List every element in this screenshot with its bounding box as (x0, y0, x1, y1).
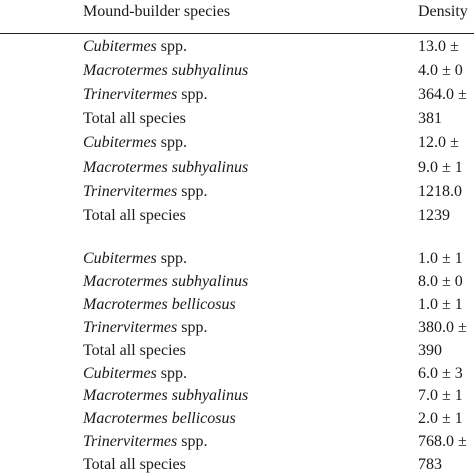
species-name: Cubitermes (83, 364, 157, 382)
species-cell: Macrotermes subhyalinus (83, 61, 248, 81)
species-name: Cubitermes (83, 38, 157, 55)
density-cell: 2.0 ± 1 (418, 410, 463, 428)
density-cell: 8.0 ± 0 (418, 272, 463, 290)
species-cell: Cubitermes spp. (83, 364, 187, 384)
species-name: Macrotermes subhyalinus (83, 62, 249, 80)
species-name: Trinervitermes (83, 86, 178, 104)
density-cell: 1218.0 (418, 182, 462, 200)
species-qualifier: spp. (160, 364, 188, 382)
species-name: Macrotermes bellicosus (83, 410, 236, 428)
species-qualifier: spp. (181, 433, 208, 451)
density-cell: 783 (418, 456, 442, 474)
species-name: Cubitermes (83, 250, 157, 267)
species-qualifier: spp. (181, 86, 208, 104)
species-cell: Total all species (83, 455, 186, 474)
species-cell: Macrotermes subhyalinus (83, 386, 248, 406)
species-name: Macrotermes subhyalinus (83, 272, 249, 290)
density-cell: 9.0 ± 1 (418, 158, 463, 176)
species-qualifier: spp. (160, 38, 188, 55)
species-cell: Total all species (83, 341, 186, 361)
species-cell: Macrotermes bellicosus (83, 295, 236, 315)
density-cell: 380.0 ± (418, 318, 467, 336)
species-name: Macrotermes bellicosus (83, 295, 236, 313)
species-qualifier: spp. (160, 134, 188, 152)
species-cell: Macrotermes bellicosus (83, 409, 236, 429)
density-cell: 4.0 ± 0 (418, 62, 463, 80)
species-qualifier: spp. (181, 318, 208, 336)
species-cell: Trinervitermes spp. (83, 85, 207, 105)
density-cell: 390 (418, 341, 442, 359)
species-cell: Trinervitermes spp. (83, 432, 207, 452)
header-species: Mound-builder species (83, 3, 231, 20)
species-qualifier: spp. (160, 250, 188, 267)
total-label: Total all species (83, 110, 186, 128)
species-cell: Total all species (83, 109, 186, 129)
header-rule (0, 33, 474, 34)
density-cell: 1.0 ± 1 (418, 295, 463, 313)
species-name: Macrotermes subhyalinus (83, 158, 249, 176)
density-cell: 13.0 ± (418, 38, 459, 55)
species-name: Cubitermes (83, 134, 157, 152)
density-cell: 1239 (418, 206, 450, 224)
density-cell: 768.0 ± (418, 433, 467, 451)
species-name: Macrotermes subhyalinus (83, 387, 249, 405)
species-name: Trinervitermes (83, 433, 178, 451)
species-name: Trinervitermes (83, 318, 178, 336)
header-density: Density (418, 3, 468, 20)
species-qualifier: spp. (181, 182, 208, 200)
species-cell: Cubitermes spp. (83, 133, 187, 153)
species-cell: Trinervitermes spp. (83, 182, 207, 202)
density-cell: 7.0 ± 1 (418, 387, 463, 405)
density-cell: 381 (418, 110, 442, 128)
density-cell: 6.0 ± 3 (418, 364, 463, 382)
density-cell: 364.0 ± (418, 86, 467, 104)
total-label: Total all species (83, 341, 186, 359)
species-cell: Cubitermes spp. (83, 37, 187, 57)
species-cell: Total all species (83, 206, 186, 226)
species-cell: Macrotermes subhyalinus (83, 158, 248, 178)
density-cell: 12.0 ± (418, 134, 459, 152)
species-name: Trinervitermes (83, 182, 178, 200)
total-label: Total all species (83, 456, 186, 474)
density-cell: 1.0 ± 1 (418, 250, 463, 267)
species-cell: Macrotermes subhyalinus (83, 272, 248, 292)
total-label: Total all species (83, 206, 186, 224)
species-cell: Trinervitermes spp. (83, 318, 207, 338)
species-cell: Cubitermes spp. (83, 249, 187, 269)
